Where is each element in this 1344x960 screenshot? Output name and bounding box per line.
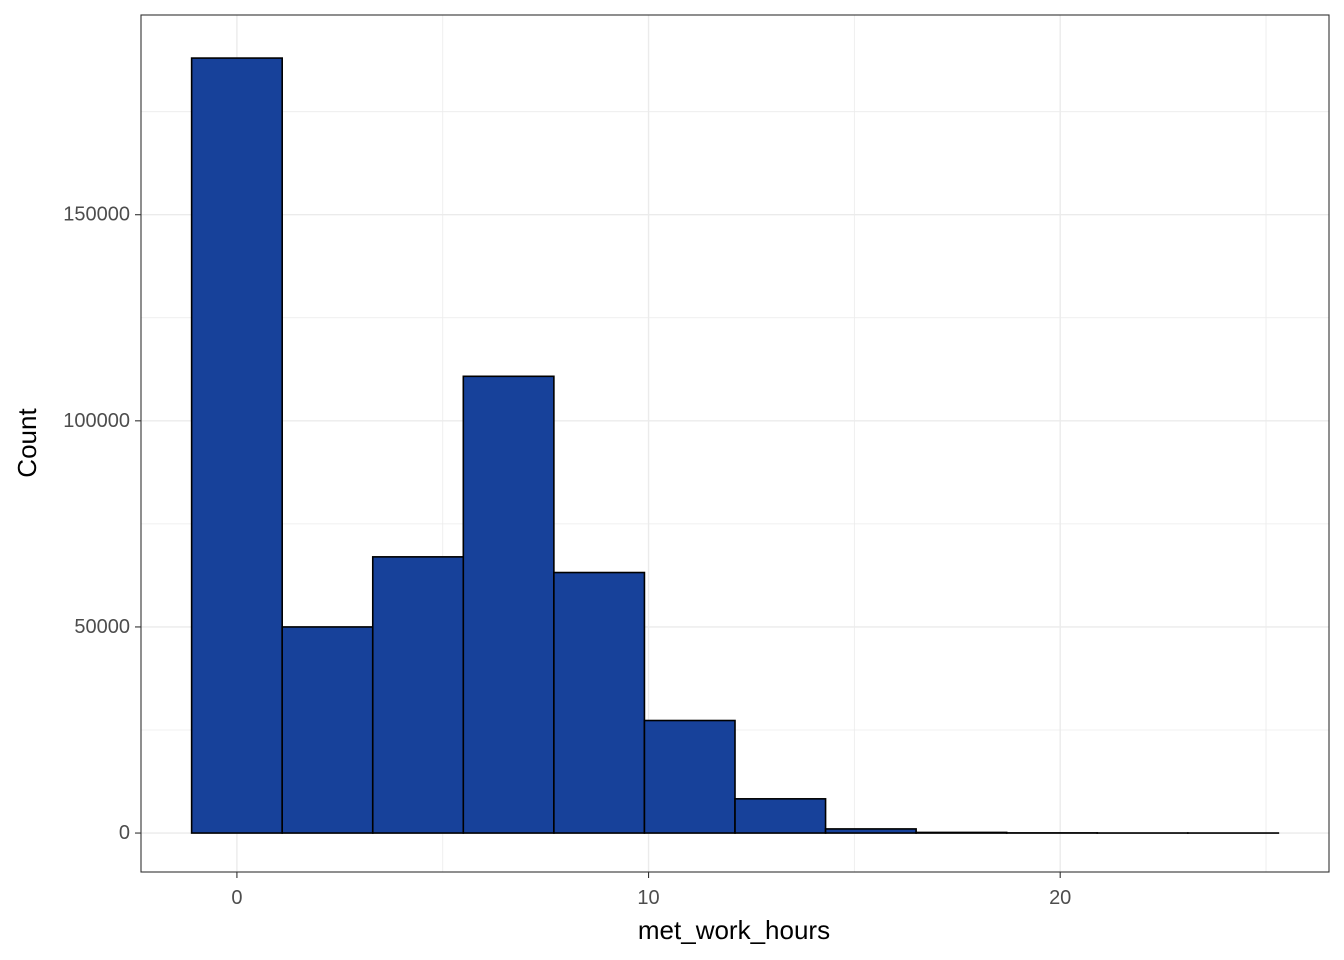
histogram-bars [190, 57, 1280, 834]
x-tick-label: 10 [637, 887, 659, 909]
histogram-bar-5 [643, 719, 736, 834]
x-axis-title: met_work_hours [638, 915, 830, 945]
y-tick-label: 50000 [74, 616, 130, 638]
histogram-bar-2 [371, 556, 465, 834]
y-tick-label: 0 [119, 822, 130, 844]
histogram-bar-7 [824, 828, 917, 834]
x-tick-label: 0 [231, 887, 242, 909]
x-axis: 0 10 20 [231, 872, 1071, 909]
histogram-bar-3 [462, 375, 555, 834]
x-tick-label: 20 [1049, 887, 1071, 909]
histogram-bar-1 [281, 626, 374, 834]
histogram-bar-4 [553, 571, 646, 834]
histogram-bar-6 [734, 798, 827, 834]
y-axis-title: Count [12, 408, 42, 478]
histogram-bar-8 [915, 831, 1008, 834]
panel-border [140, 14, 1330, 873]
y-tick-label: 100000 [63, 410, 130, 432]
y-tick-label: 150000 [63, 204, 130, 226]
y-axis: 0 50000 100000 150000 [63, 204, 141, 844]
histogram-bar-0 [190, 57, 283, 834]
